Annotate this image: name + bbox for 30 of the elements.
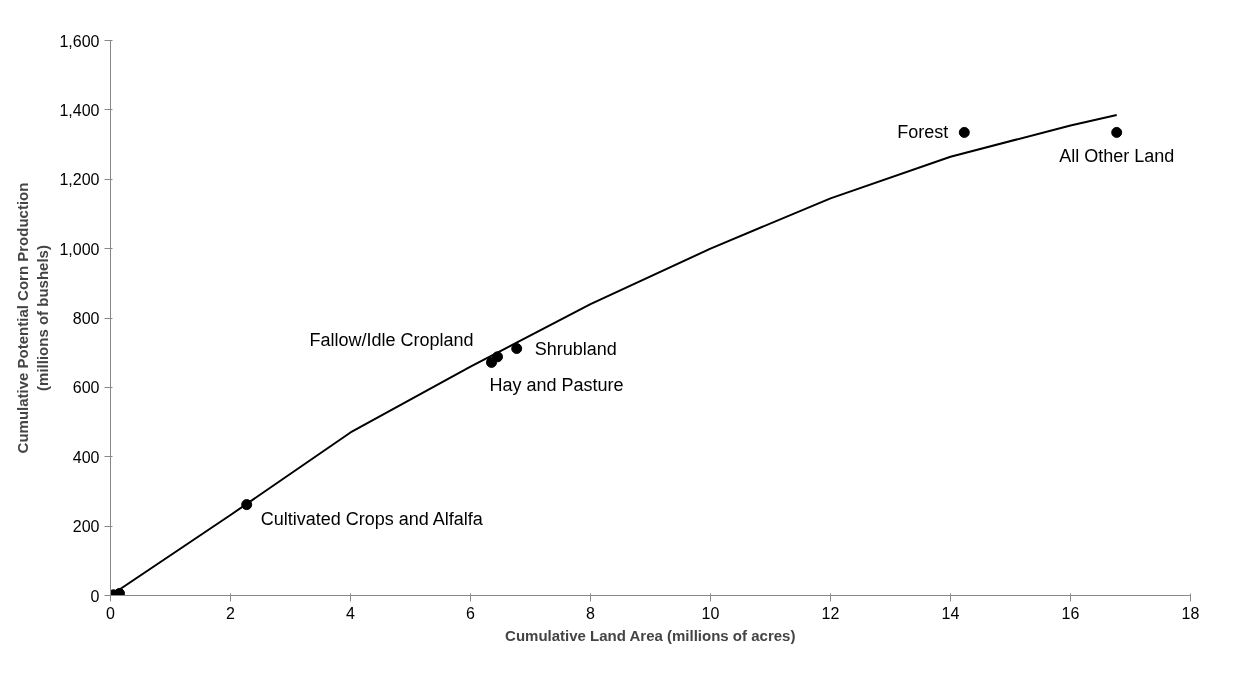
x-tick-label: 10 (701, 604, 720, 622)
y-tick-label: 1,600 (59, 32, 100, 50)
annotation: All Other Land (1059, 146, 1175, 167)
x-tick-label: 6 (466, 604, 476, 622)
y-tick-label: 1,000 (59, 240, 100, 258)
annotation: Cultivated Crops and Alfalfa (260, 508, 484, 529)
point (511, 343, 523, 355)
x-tick-label: 18 (1181, 604, 1200, 622)
annotation: Shrubland (534, 338, 617, 359)
annotation: Forest (897, 122, 949, 143)
x-tick-label: 12 (821, 604, 840, 622)
x-tick-label: 14 (941, 604, 960, 622)
annotation: Hay and Pasture (489, 374, 624, 395)
y-tick-label: 600 (72, 379, 100, 397)
point (958, 126, 970, 138)
x-tick-label: 0 (106, 604, 116, 622)
x-tick-label: 16 (1061, 604, 1080, 622)
y-tick-label: 1,200 (59, 171, 100, 189)
x-tick-label: 4 (346, 604, 356, 622)
y-tick-label: 800 (72, 310, 100, 327)
y-tick-label: 1,400 (59, 101, 100, 119)
y-tick-label: 200 (72, 518, 100, 536)
point (1111, 126, 1123, 138)
y-tick-label: 0 (90, 587, 100, 605)
x-tick-label: 2 (226, 604, 236, 622)
x-axis-title: Cumulative Land Area (millions of acres) (505, 626, 796, 644)
y-axis-title: Cumulative Potential Corn Production (millions of bushels) (14, 182, 52, 454)
annotation: Fallow/Idle Cropland (309, 330, 474, 351)
y-tick-label: 400 (72, 448, 100, 466)
x-tick-label: 8 (586, 604, 596, 622)
